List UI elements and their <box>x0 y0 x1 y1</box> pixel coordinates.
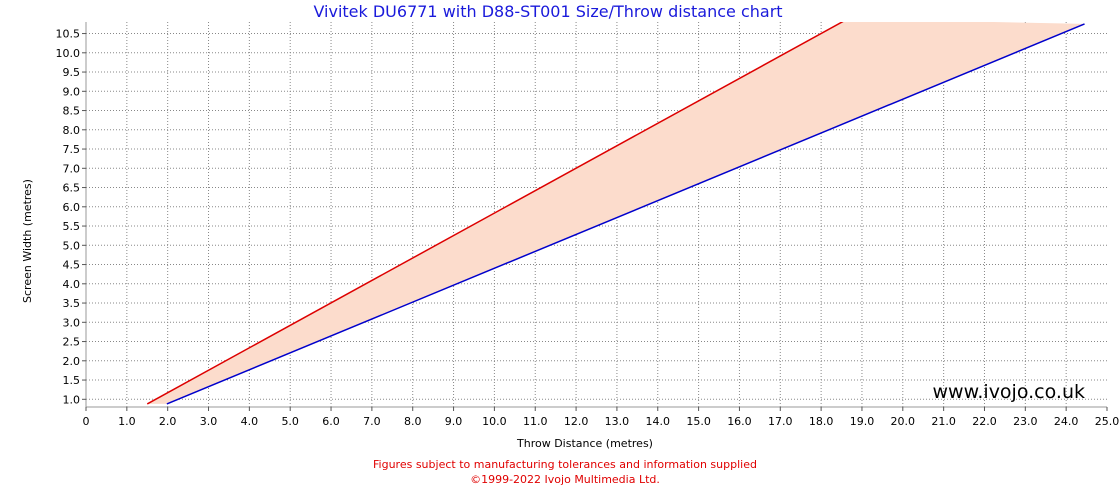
plot-area: 0 1.0 2.0 3.0 4.0 5.0 6.0 7.0 8.0 9.0 10.0 11.0 12.0… <box>56 22 1120 428</box>
watermark: www.ivojo.co.uk <box>933 381 1086 403</box>
x-tick-label: 5.0 <box>281 415 299 428</box>
x-tick-label: 24.0 <box>1054 415 1079 428</box>
x-tick-label: 7.0 <box>363 415 381 428</box>
y-tick-label: 10.0 <box>56 47 81 60</box>
x-tick-label: 1.0 <box>118 415 136 428</box>
y-tick-label: 9.5 <box>63 66 81 79</box>
y-tick-label: 3.0 <box>63 316 81 329</box>
y-tick-label: 7.0 <box>63 162 81 175</box>
x-tick-label: 19.0 <box>850 415 875 428</box>
x-tick-label: 6.0 <box>322 415 340 428</box>
x-tick-label: 17.0 <box>768 415 793 428</box>
x-tick-label: 21.0 <box>931 415 956 428</box>
y-tick-label: 2.5 <box>63 336 81 349</box>
x-tick-label: 15.0 <box>686 415 711 428</box>
y-tick-label: 4.0 <box>63 278 81 291</box>
max-width-line <box>146 22 844 405</box>
x-tick-label: 9.0 <box>445 415 463 428</box>
y-tick-label: 6.0 <box>63 201 81 214</box>
x-tick-label: 2.0 <box>159 415 177 428</box>
footer-copyright: ©1999-2022 Ivojo Multimedia Ltd. <box>470 473 660 486</box>
y-tick-label: 1.5 <box>63 374 81 387</box>
y-tick-label: 9.0 <box>63 85 81 98</box>
chart-title: Vivitek DU6771 with D88-ST001 Size/Throw… <box>313 2 782 21</box>
x-tick-label: 16.0 <box>727 415 752 428</box>
y-tick-label: 5.0 <box>63 239 81 252</box>
y-tick-label: 5.5 <box>63 220 81 233</box>
y-tick-label: 2.0 <box>63 355 81 368</box>
x-tick-label: 4.0 <box>241 415 259 428</box>
x-tick-label: 20.0 <box>891 415 916 428</box>
range-fill <box>147 22 1085 404</box>
y-tick-label: 1.0 <box>63 393 81 406</box>
x-tick-label: 22.0 <box>972 415 997 428</box>
min-width-line <box>166 23 1085 405</box>
x-tick-label: 13.0 <box>605 415 630 428</box>
y-tick-label: 3.5 <box>63 297 81 310</box>
y-tick-label: 6.5 <box>63 182 81 195</box>
y-tick-label: 10.5 <box>56 28 81 41</box>
x-tick-label: 8.0 <box>404 415 422 428</box>
x-tick-label: 18.0 <box>809 415 834 428</box>
x-tick-label: 23.0 <box>1013 415 1038 428</box>
x-tick-label: 25.0 <box>1095 415 1120 428</box>
x-tick-label: 14.0 <box>646 415 671 428</box>
y-axis-label: Screen Width (metres) <box>21 179 34 303</box>
x-axis-label: Throw Distance (metres) <box>516 437 653 450</box>
y-tick-label: 4.5 <box>63 259 81 272</box>
y-tick-label: 7.5 <box>63 143 81 156</box>
footer-disclaimer: Figures subject to manufacturing toleran… <box>373 458 757 471</box>
x-tick-label: 3.0 <box>200 415 218 428</box>
x-tick-label: 11.0 <box>523 415 548 428</box>
x-tick-label: 12.0 <box>564 415 589 428</box>
x-tick-label: 0 <box>83 415 90 428</box>
y-tick-label: 8.5 <box>63 105 81 118</box>
y-tick-label: 8.0 <box>63 124 81 137</box>
x-tick-label: 10.0 <box>482 415 507 428</box>
